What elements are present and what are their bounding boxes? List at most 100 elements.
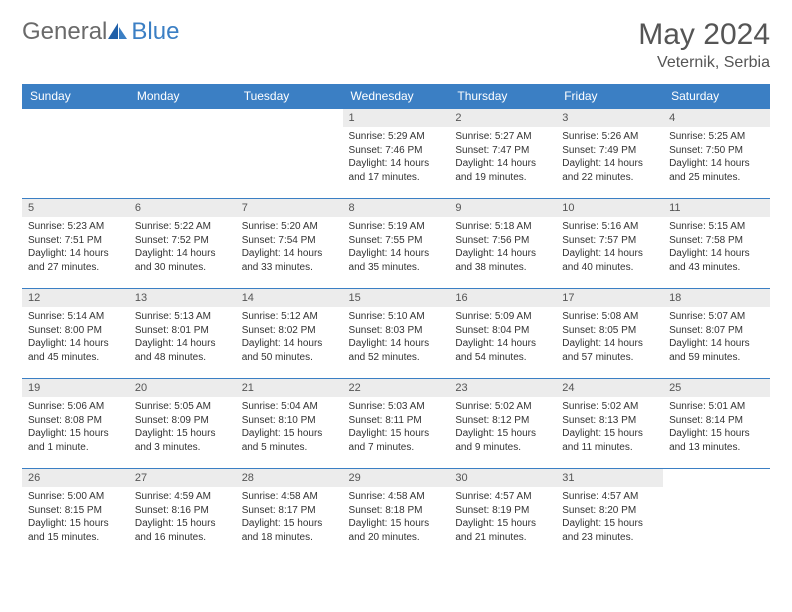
day-number: 4 (663, 109, 770, 127)
sunset-text: Sunset: 8:14 PM (669, 414, 764, 428)
daylight-text: Daylight: 14 hours and 35 minutes. (349, 247, 444, 274)
daylight-text: Daylight: 14 hours and 30 minutes. (135, 247, 230, 274)
sunrise-text: Sunrise: 5:15 AM (669, 220, 764, 234)
day-content: Sunrise: 5:13 AMSunset: 8:01 PMDaylight:… (129, 307, 236, 368)
daylight-text: Daylight: 14 hours and 54 minutes. (455, 337, 550, 364)
day-content: Sunrise: 4:57 AMSunset: 8:20 PMDaylight:… (556, 487, 663, 548)
calendar-day: 28Sunrise: 4:58 AMSunset: 8:17 PMDayligh… (236, 469, 343, 559)
sunrise-text: Sunrise: 5:00 AM (28, 490, 123, 504)
sunrise-text: Sunrise: 5:10 AM (349, 310, 444, 324)
calendar-day: 23Sunrise: 5:02 AMSunset: 8:12 PMDayligh… (449, 379, 556, 469)
daylight-text: Daylight: 15 hours and 7 minutes. (349, 427, 444, 454)
daylight-text: Daylight: 15 hours and 11 minutes. (562, 427, 657, 454)
sunset-text: Sunset: 8:11 PM (349, 414, 444, 428)
calendar-day: 6Sunrise: 5:22 AMSunset: 7:52 PMDaylight… (129, 199, 236, 289)
calendar-day: 18Sunrise: 5:07 AMSunset: 8:07 PMDayligh… (663, 289, 770, 379)
calendar-day: 5Sunrise: 5:23 AMSunset: 7:51 PMDaylight… (22, 199, 129, 289)
calendar-day (663, 469, 770, 559)
day-content: Sunrise: 5:02 AMSunset: 8:12 PMDaylight:… (449, 397, 556, 458)
sunset-text: Sunset: 7:57 PM (562, 234, 657, 248)
calendar-day: 4Sunrise: 5:25 AMSunset: 7:50 PMDaylight… (663, 109, 770, 199)
calendar-day: 14Sunrise: 5:12 AMSunset: 8:02 PMDayligh… (236, 289, 343, 379)
daylight-text: Daylight: 14 hours and 48 minutes. (135, 337, 230, 364)
sunset-text: Sunset: 7:56 PM (455, 234, 550, 248)
calendar-day: 8Sunrise: 5:19 AMSunset: 7:55 PMDaylight… (343, 199, 450, 289)
day-content: Sunrise: 4:58 AMSunset: 8:17 PMDaylight:… (236, 487, 343, 548)
weekday-header: Sunday (22, 84, 129, 109)
day-content: Sunrise: 5:02 AMSunset: 8:13 PMDaylight:… (556, 397, 663, 458)
location: Veternik, Serbia (638, 54, 770, 72)
header: General Blue May 2024 Veternik, Serbia (22, 18, 770, 72)
daylight-text: Daylight: 14 hours and 57 minutes. (562, 337, 657, 364)
sunset-text: Sunset: 8:20 PM (562, 504, 657, 518)
weekday-header: Monday (129, 84, 236, 109)
weekday-header: Thursday (449, 84, 556, 109)
calendar-day (236, 109, 343, 199)
sunrise-text: Sunrise: 5:18 AM (455, 220, 550, 234)
sunset-text: Sunset: 7:50 PM (669, 144, 764, 158)
sunrise-text: Sunrise: 5:13 AM (135, 310, 230, 324)
day-number: 3 (556, 109, 663, 127)
sunrise-text: Sunrise: 5:07 AM (669, 310, 764, 324)
sunset-text: Sunset: 8:02 PM (242, 324, 337, 338)
daylight-text: Daylight: 14 hours and 38 minutes. (455, 247, 550, 274)
day-number: 12 (22, 289, 129, 307)
sunset-text: Sunset: 8:16 PM (135, 504, 230, 518)
sunset-text: Sunset: 8:09 PM (135, 414, 230, 428)
sunrise-text: Sunrise: 5:01 AM (669, 400, 764, 414)
sunset-text: Sunset: 8:10 PM (242, 414, 337, 428)
month-title: May 2024 (638, 18, 770, 52)
sunset-text: Sunset: 8:15 PM (28, 504, 123, 518)
sunset-text: Sunset: 7:55 PM (349, 234, 444, 248)
calendar-week: 5Sunrise: 5:23 AMSunset: 7:51 PMDaylight… (22, 199, 770, 289)
calendar-week: 1Sunrise: 5:29 AMSunset: 7:46 PMDaylight… (22, 109, 770, 199)
day-content: Sunrise: 5:12 AMSunset: 8:02 PMDaylight:… (236, 307, 343, 368)
calendar-day: 2Sunrise: 5:27 AMSunset: 7:47 PMDaylight… (449, 109, 556, 199)
day-content: Sunrise: 5:26 AMSunset: 7:49 PMDaylight:… (556, 127, 663, 188)
sunset-text: Sunset: 8:03 PM (349, 324, 444, 338)
day-number: 20 (129, 379, 236, 397)
calendar-day: 15Sunrise: 5:10 AMSunset: 8:03 PMDayligh… (343, 289, 450, 379)
sunrise-text: Sunrise: 5:19 AM (349, 220, 444, 234)
day-content: Sunrise: 5:06 AMSunset: 8:08 PMDaylight:… (22, 397, 129, 458)
sunrise-text: Sunrise: 5:09 AM (455, 310, 550, 324)
day-content: Sunrise: 5:08 AMSunset: 8:05 PMDaylight:… (556, 307, 663, 368)
daylight-text: Daylight: 15 hours and 21 minutes. (455, 517, 550, 544)
day-content: Sunrise: 5:27 AMSunset: 7:47 PMDaylight:… (449, 127, 556, 188)
day-number: 23 (449, 379, 556, 397)
calendar-day: 11Sunrise: 5:15 AMSunset: 7:58 PMDayligh… (663, 199, 770, 289)
calendar-day: 29Sunrise: 4:58 AMSunset: 8:18 PMDayligh… (343, 469, 450, 559)
daylight-text: Daylight: 14 hours and 33 minutes. (242, 247, 337, 274)
daylight-text: Daylight: 15 hours and 23 minutes. (562, 517, 657, 544)
day-number: 30 (449, 469, 556, 487)
calendar-day: 24Sunrise: 5:02 AMSunset: 8:13 PMDayligh… (556, 379, 663, 469)
sunrise-text: Sunrise: 4:57 AM (562, 490, 657, 504)
calendar-day: 26Sunrise: 5:00 AMSunset: 8:15 PMDayligh… (22, 469, 129, 559)
sunset-text: Sunset: 8:01 PM (135, 324, 230, 338)
day-number: 8 (343, 199, 450, 217)
calendar-day: 21Sunrise: 5:04 AMSunset: 8:10 PMDayligh… (236, 379, 343, 469)
calendar-body: 1Sunrise: 5:29 AMSunset: 7:46 PMDaylight… (22, 109, 770, 559)
day-number: 13 (129, 289, 236, 307)
sunrise-text: Sunrise: 5:08 AM (562, 310, 657, 324)
daylight-text: Daylight: 14 hours and 50 minutes. (242, 337, 337, 364)
day-number: 17 (556, 289, 663, 307)
weekday-header: Saturday (663, 84, 770, 109)
sunset-text: Sunset: 8:12 PM (455, 414, 550, 428)
day-number: 31 (556, 469, 663, 487)
calendar-day: 9Sunrise: 5:18 AMSunset: 7:56 PMDaylight… (449, 199, 556, 289)
calendar-day: 1Sunrise: 5:29 AMSunset: 7:46 PMDaylight… (343, 109, 450, 199)
daylight-text: Daylight: 15 hours and 20 minutes. (349, 517, 444, 544)
day-content: Sunrise: 5:00 AMSunset: 8:15 PMDaylight:… (22, 487, 129, 548)
calendar-week: 12Sunrise: 5:14 AMSunset: 8:00 PMDayligh… (22, 289, 770, 379)
calendar-week: 19Sunrise: 5:06 AMSunset: 8:08 PMDayligh… (22, 379, 770, 469)
sunset-text: Sunset: 8:13 PM (562, 414, 657, 428)
day-content: Sunrise: 5:25 AMSunset: 7:50 PMDaylight:… (663, 127, 770, 188)
sunrise-text: Sunrise: 5:14 AM (28, 310, 123, 324)
sunrise-text: Sunrise: 4:57 AM (455, 490, 550, 504)
calendar-day: 17Sunrise: 5:08 AMSunset: 8:05 PMDayligh… (556, 289, 663, 379)
day-content: Sunrise: 4:59 AMSunset: 8:16 PMDaylight:… (129, 487, 236, 548)
calendar-day: 16Sunrise: 5:09 AMSunset: 8:04 PMDayligh… (449, 289, 556, 379)
day-content: Sunrise: 5:19 AMSunset: 7:55 PMDaylight:… (343, 217, 450, 278)
day-number: 1 (343, 109, 450, 127)
